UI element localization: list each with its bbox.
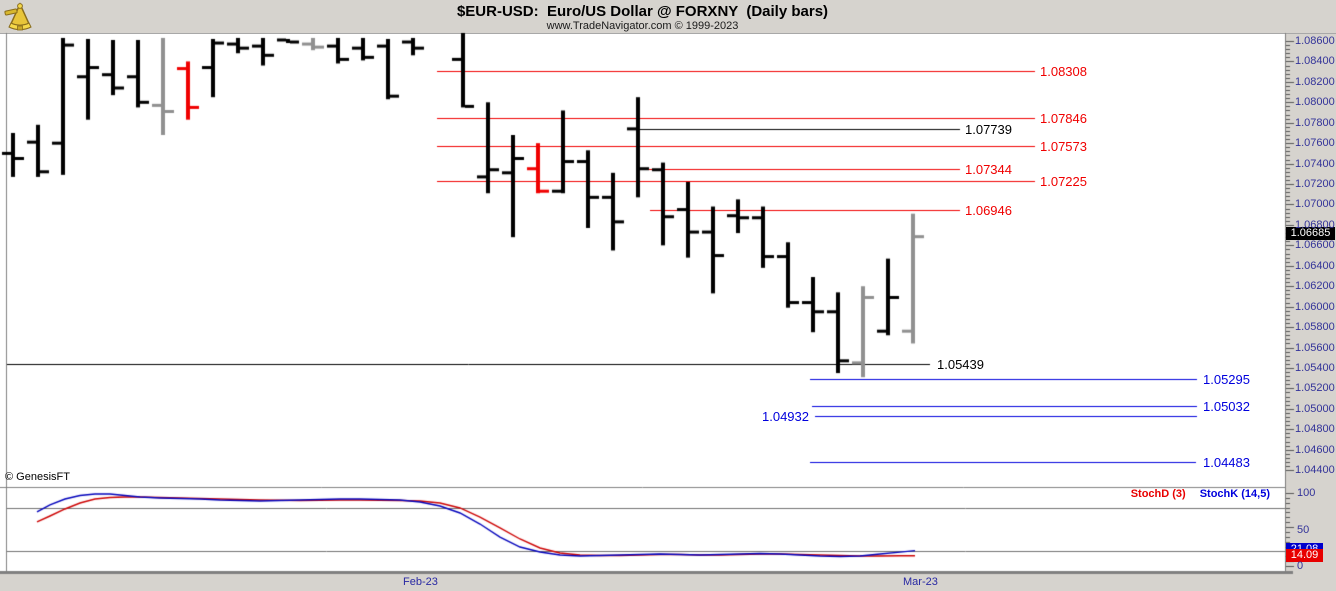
- price-level-label[interactable]: 1.08308: [1040, 63, 1087, 79]
- price-level-label[interactable]: 1.05295: [1203, 371, 1250, 387]
- price-axis-label: 1.05200: [1295, 382, 1335, 395]
- price-axis-label: 1.07200: [1295, 178, 1335, 191]
- legend-stochk[interactable]: StochK (14,5): [1199, 488, 1270, 500]
- stochastic-legend: StochD (3) StochK (14,5): [0, 488, 1270, 500]
- price-axis-label: 1.08200: [1295, 75, 1335, 88]
- x-axis-label: Mar-23: [903, 576, 938, 588]
- price-axis-label: 1.04800: [1295, 423, 1335, 436]
- price-axis-label: 1.06400: [1295, 259, 1335, 272]
- price-level-label[interactable]: 1.04932: [762, 408, 809, 424]
- price-level-label[interactable]: 1.05032: [1203, 398, 1250, 414]
- price-level-label[interactable]: 1.07225: [1040, 174, 1087, 190]
- x-axis-label: Feb-23: [403, 576, 438, 588]
- price-axis-label: 1.07800: [1295, 116, 1335, 129]
- price-axis-label: 1.06200: [1295, 280, 1335, 293]
- price-level-label[interactable]: 1.07344: [965, 162, 1012, 178]
- price-level-label[interactable]: 1.07846: [1040, 111, 1087, 127]
- price-axis-label: 1.07000: [1295, 198, 1335, 211]
- price-axis-label: 1.08000: [1295, 96, 1335, 109]
- price-axis-label: 1.05800: [1295, 321, 1335, 334]
- price-axis-label: 1.07600: [1295, 137, 1335, 150]
- price-axis-label: 1.06600: [1295, 239, 1335, 252]
- price-axis-label: 1.08600: [1295, 35, 1335, 47]
- legend-stochd[interactable]: StochD (3): [1130, 488, 1186, 500]
- price-level-label[interactable]: 1.06946: [965, 203, 1012, 218]
- last-price-badge: 1.06685: [1286, 227, 1335, 240]
- price-axis-label: 1.08400: [1295, 55, 1335, 68]
- price-axis-label: 1.05600: [1295, 341, 1335, 354]
- price-axis-label: 1.07400: [1295, 157, 1335, 170]
- price-level-label[interactable]: 1.05439: [937, 356, 984, 372]
- price-axis-label: 1.05400: [1295, 361, 1335, 374]
- price-axis-label: 1.04400: [1295, 464, 1335, 477]
- genesis-watermark: © GenesisFT: [5, 471, 70, 483]
- stochd-value-badge: 14.09: [1286, 549, 1323, 562]
- price-axis-label: 1.04600: [1295, 443, 1335, 456]
- price-level-label[interactable]: 1.07739: [965, 121, 1012, 137]
- stoch-axis-label: 0: [1297, 560, 1304, 572]
- stoch-axis-label: 50: [1297, 523, 1310, 536]
- price-level-label[interactable]: 1.07573: [1040, 138, 1087, 154]
- stoch-axis-label: 100: [1297, 487, 1316, 499]
- price-level-label[interactable]: 1.04483: [1203, 454, 1250, 470]
- price-axis-label: 1.06000: [1295, 300, 1335, 313]
- price-axis-label: 1.05000: [1295, 402, 1335, 415]
- price-axis-label: 1.06800: [1295, 218, 1335, 231]
